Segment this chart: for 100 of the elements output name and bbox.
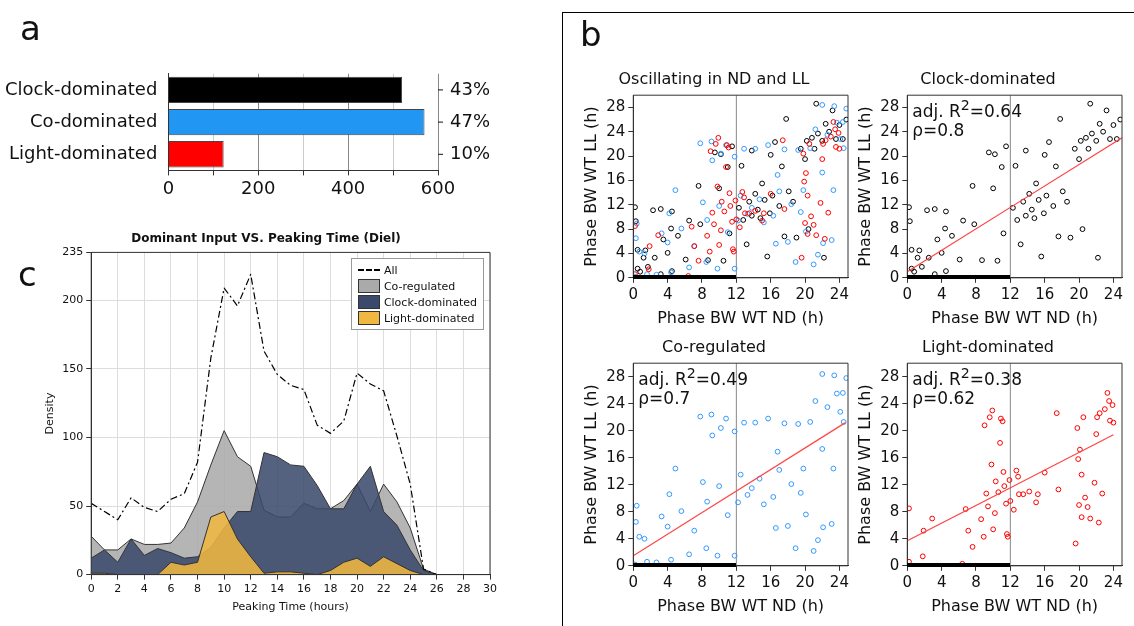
y-tick-label: 4 xyxy=(889,528,900,547)
text: 43% xyxy=(450,77,491,99)
annotation: ρ=0.62 xyxy=(912,388,977,409)
x-tick-label: 20 xyxy=(795,284,815,303)
x-tick-label: 4 xyxy=(662,284,673,303)
x-tick-label: 12 xyxy=(1000,284,1020,303)
x-tick-label: 20 xyxy=(1069,284,1089,303)
x-tick-label: 16 xyxy=(761,284,781,303)
x-tick-label: 4 xyxy=(936,284,947,303)
annotation: adj. R$^{2}$=0.64 xyxy=(912,97,1022,122)
legend-label: Co-regulated xyxy=(383,279,456,293)
x-axis-title: Peaking Time (hours) xyxy=(232,600,349,614)
y-axis-title: Phase BW WT LL (h) xyxy=(580,384,600,545)
y-tick-label: 24 xyxy=(606,121,626,140)
y-axis-title: Phase BW WT LL (h) xyxy=(854,384,874,545)
y-tick-label: 8 xyxy=(615,219,626,237)
x-tick-label: 12 xyxy=(243,582,258,596)
x-tick-label: 4 xyxy=(662,572,673,591)
y-tick-label: Co-dominated xyxy=(29,109,158,131)
x-tick-label: 18 xyxy=(323,582,338,596)
y-tick-label: 8 xyxy=(889,501,900,520)
x-axis-title: Phase BW WT ND (h) xyxy=(931,307,1099,327)
x-tick-label: 0 xyxy=(162,176,175,198)
x-tick-label: 14 xyxy=(270,582,285,596)
x-tick-label: 24 xyxy=(1103,572,1123,591)
annotation: ρ=0.8 xyxy=(912,120,966,141)
x-tick-label: 2 xyxy=(114,582,122,596)
x-tick-label: 0 xyxy=(902,284,913,303)
y-tick-label: 16 xyxy=(606,447,626,466)
y-tick-label: 12 xyxy=(880,474,900,493)
x-tick-label: 400 xyxy=(330,176,366,198)
annotation: adj. R$^{2}$=0.38 xyxy=(912,365,1022,390)
y-tick-label: 24 xyxy=(880,393,900,412)
text: c xyxy=(18,254,37,294)
text: b xyxy=(580,14,602,54)
x-tick-label: 6 xyxy=(167,582,175,596)
y-tick-label: 12 xyxy=(880,194,900,213)
y-tick-label: Clock-dominated xyxy=(4,77,158,99)
y-tick-label: 24 xyxy=(606,393,626,412)
y-tick-label: 20 xyxy=(606,145,626,164)
x-tick-label: 8 xyxy=(971,572,981,591)
x-tick-label: 200 xyxy=(241,176,276,198)
x-tick-label: 24 xyxy=(403,582,418,596)
x-tick-label: 8 xyxy=(697,284,707,303)
x-axis-title: Phase BW WT ND (h) xyxy=(931,595,1099,615)
chart-title: Dominant Input VS. Peaking Time (Diel) xyxy=(131,231,401,246)
text: 47% xyxy=(450,109,491,131)
y-axis-title: Density xyxy=(43,392,57,435)
annotation: ρ=0.7 xyxy=(638,388,692,409)
y-tick-label: 12 xyxy=(606,194,626,213)
x-tick-label: 0 xyxy=(628,572,639,591)
legend-label: All xyxy=(383,263,398,277)
x-tick-label: 20 xyxy=(795,572,815,591)
x-tick-label: 0 xyxy=(902,572,913,591)
x-tick-label: 30 xyxy=(483,582,497,596)
chart-title: Oscillating in ND and LL xyxy=(618,68,810,88)
y-tick-label: 12 xyxy=(606,474,626,493)
y-tick-label: 150 xyxy=(62,361,84,375)
x-tick-label: 24 xyxy=(829,284,849,303)
y-tick-label: 0 xyxy=(615,555,626,574)
text: 10% xyxy=(450,141,491,163)
legend-label: Clock-dominated xyxy=(383,295,477,309)
y-axis-title: Phase BW WT LL (h) xyxy=(580,106,600,267)
y-tick-label: 0 xyxy=(615,267,626,286)
text: a xyxy=(20,8,41,48)
x-tick-label: 12 xyxy=(726,572,746,591)
x-tick-label: 24 xyxy=(829,572,849,591)
y-tick-label: 28 xyxy=(606,366,626,385)
chart-title: Co-regulated xyxy=(662,336,766,356)
y-tick-label: Light-dominated xyxy=(8,141,158,163)
y-tick-label: 20 xyxy=(880,420,900,439)
x-tick-label: 20 xyxy=(1069,572,1089,591)
x-tick-label: 0 xyxy=(628,284,639,303)
x-tick-label: 26 xyxy=(429,582,444,596)
y-tick-label: 16 xyxy=(880,447,900,466)
x-tick-label: 12 xyxy=(726,284,746,303)
x-tick-label: 28 xyxy=(456,582,471,596)
y-tick-label: 28 xyxy=(606,97,626,116)
y-tick-label: 0 xyxy=(889,555,900,574)
x-tick-label: 24 xyxy=(1103,284,1123,303)
legend-label: Light-dominated xyxy=(383,311,475,325)
y-tick-label: 4 xyxy=(615,528,626,547)
x-tick-label: 16 xyxy=(1035,572,1055,591)
x-tick-label: 10 xyxy=(217,582,232,596)
x-tick-label: 16 xyxy=(1035,284,1055,303)
annotation: adj. R$^{2}$=0.49 xyxy=(638,365,748,390)
chart-title: Light-dominated xyxy=(922,336,1054,356)
y-tick-label: 235 xyxy=(62,245,84,259)
x-tick-label: 8 xyxy=(971,284,981,303)
y-tick-label: 100 xyxy=(62,430,84,444)
y-tick-label: 20 xyxy=(880,145,900,164)
x-tick-label: 16 xyxy=(761,572,781,591)
y-tick-label: 8 xyxy=(615,501,626,520)
y-axis-title: Phase BW WT LL (h) xyxy=(854,106,874,267)
y-tick-label: 50 xyxy=(69,498,84,512)
y-tick-label: 8 xyxy=(889,219,900,237)
x-tick-label: 600 xyxy=(420,176,456,198)
y-tick-label: 28 xyxy=(880,366,900,385)
y-tick-label: 28 xyxy=(880,97,900,116)
x-tick-label: 8 xyxy=(697,572,707,591)
